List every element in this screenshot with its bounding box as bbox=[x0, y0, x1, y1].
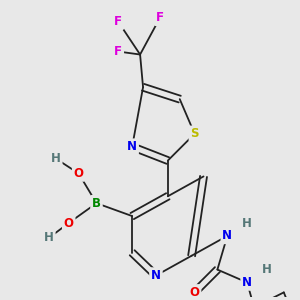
Text: O: O bbox=[190, 286, 200, 299]
Text: H: H bbox=[262, 263, 272, 276]
Text: N: N bbox=[127, 140, 137, 153]
Text: F: F bbox=[114, 45, 122, 58]
Text: F: F bbox=[156, 11, 164, 24]
Text: O: O bbox=[64, 217, 74, 230]
Text: H: H bbox=[242, 217, 252, 230]
Text: H: H bbox=[44, 231, 54, 244]
Text: O: O bbox=[74, 167, 84, 180]
Text: H: H bbox=[51, 152, 61, 165]
Text: N: N bbox=[222, 230, 232, 242]
Text: S: S bbox=[190, 127, 199, 140]
Text: N: N bbox=[151, 269, 161, 282]
Text: N: N bbox=[242, 276, 252, 289]
Text: F: F bbox=[114, 15, 122, 28]
Text: B: B bbox=[92, 197, 101, 210]
